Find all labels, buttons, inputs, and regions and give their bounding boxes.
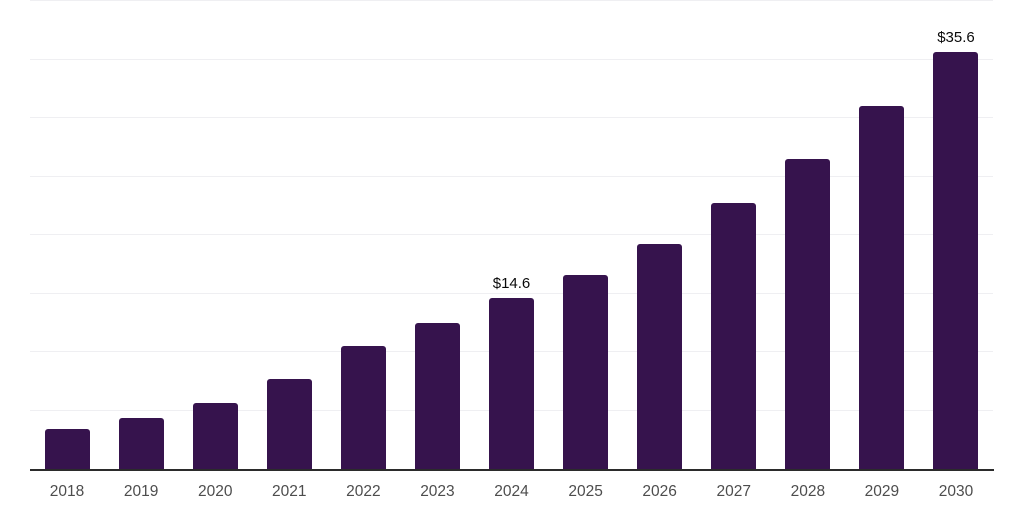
bar-slot-2028	[771, 1, 845, 469]
bars-container: $14.6 $35.6	[30, 1, 993, 469]
bar-slot-2022	[326, 1, 400, 469]
bar-2028	[785, 158, 831, 469]
gridline-25	[30, 175, 993, 177]
bar-2029	[859, 106, 905, 469]
x-axis-line	[30, 469, 994, 471]
bar-slot-2019	[104, 1, 178, 469]
bar-2025	[563, 274, 609, 469]
x-axis-label-2021: 2021	[272, 483, 307, 500]
gridline-15	[30, 292, 993, 294]
bar-2030	[933, 52, 979, 469]
bar-2026	[637, 244, 683, 469]
bar-slot-2029	[845, 1, 919, 469]
x-axis-label-2029: 2029	[864, 483, 900, 500]
bar-slot-2023	[400, 1, 474, 469]
bar-2019	[118, 417, 164, 469]
x-axis-label-2028: 2028	[790, 483, 826, 500]
x-axis-label-2022: 2022	[346, 483, 381, 500]
bar-value-label-2030: $35.6	[937, 29, 975, 47]
x-axis-label-2024: 2024	[494, 483, 529, 500]
bar-slot-2025	[549, 1, 623, 469]
bar-2027	[711, 203, 757, 469]
x-axis-label-2027: 2027	[716, 483, 751, 500]
x-axis-label-2023: 2023	[420, 483, 455, 500]
x-axis-label-2030: 2030	[938, 483, 974, 500]
bar-2021	[266, 378, 312, 469]
bar-slot-2024: $14.6	[474, 1, 548, 469]
bar-2018	[44, 429, 90, 469]
plot-area: $14.6 $35.6	[30, 0, 993, 469]
bar-slot-2021	[252, 1, 326, 469]
bar-2020	[192, 403, 238, 469]
x-axis-label-2019: 2019	[123, 483, 159, 500]
x-axis-label-2020: 2020	[197, 483, 233, 500]
gridline-20	[30, 234, 993, 235]
x-axis-labels: 2018 2019 2020 2021 2022 2023 2024 2025 2026 2027…	[30, 482, 993, 502]
gridline-40	[30, 0, 993, 1]
bar-slot-2026	[623, 1, 697, 469]
bar-2022	[340, 346, 386, 469]
bar-2023	[414, 322, 460, 469]
x-axis-label-2026: 2026	[642, 483, 677, 500]
gridline-35	[30, 58, 993, 60]
bar-slot-2030: $35.6	[919, 1, 993, 469]
gridline-30	[30, 117, 993, 118]
bar-value-label-2024: $14.6	[492, 275, 531, 293]
bar-2024	[489, 298, 534, 469]
bar-slot-2020	[178, 1, 252, 469]
x-axis-label-2018: 2018	[49, 483, 85, 500]
x-axis-label-2025: 2025	[568, 483, 603, 500]
bar-slot-2018	[30, 1, 104, 469]
bar-slot-2027	[697, 1, 771, 469]
